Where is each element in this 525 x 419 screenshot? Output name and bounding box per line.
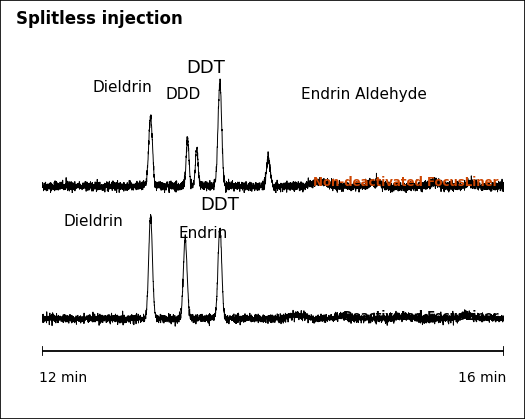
Text: Endrin: Endrin	[178, 226, 227, 241]
Text: Deactivated FocusLiner: Deactivated FocusLiner	[343, 310, 499, 323]
Text: Endrin Aldehyde: Endrin Aldehyde	[301, 87, 427, 102]
Text: DDT: DDT	[201, 196, 239, 214]
Text: DDT: DDT	[186, 59, 225, 77]
Text: Dieldrin: Dieldrin	[93, 80, 153, 95]
Text: Non-deactivated FocusLiner: Non-deactivated FocusLiner	[313, 176, 499, 189]
Text: Dieldrin: Dieldrin	[63, 214, 123, 229]
Text: Splitless injection: Splitless injection	[16, 10, 183, 28]
Text: DDD: DDD	[165, 87, 201, 102]
Text: 16 min: 16 min	[458, 371, 507, 385]
Text: 12 min: 12 min	[39, 371, 88, 385]
